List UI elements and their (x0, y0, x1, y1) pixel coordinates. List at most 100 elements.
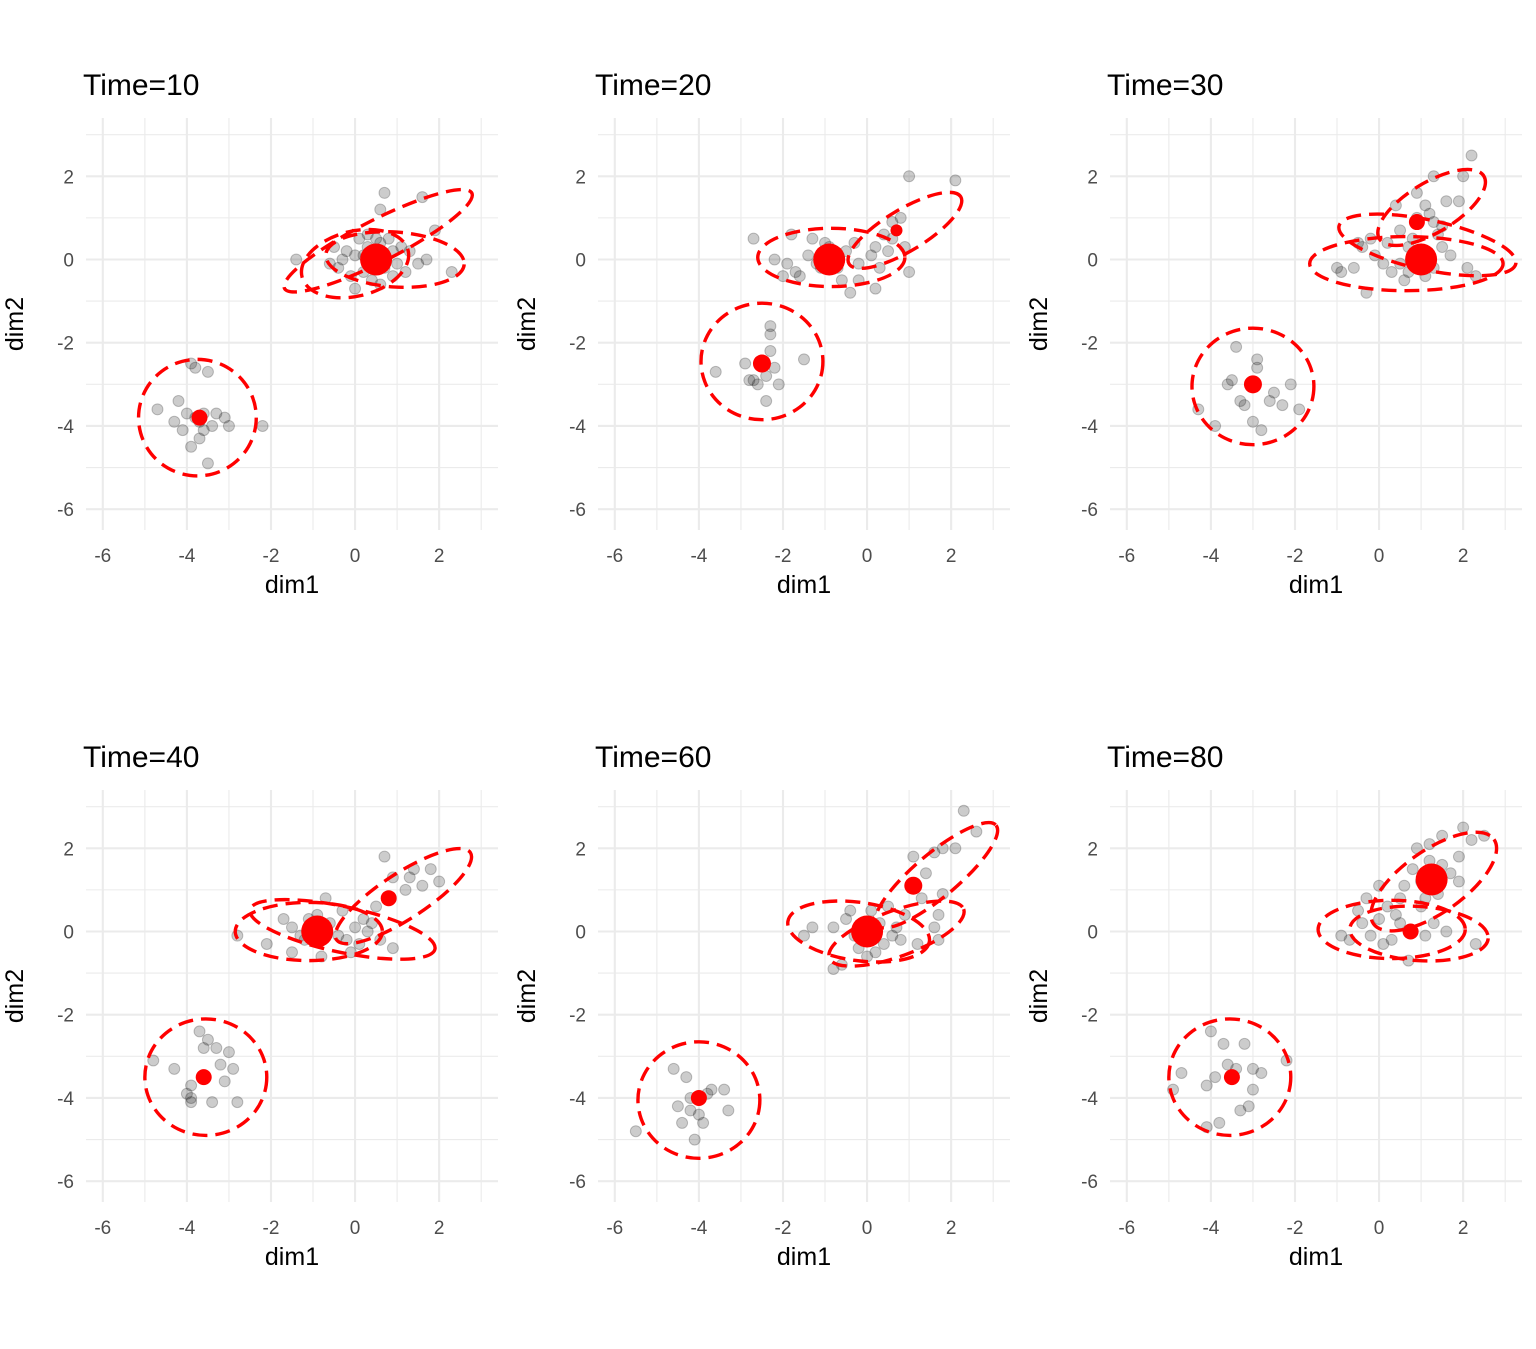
centroid-point (1405, 243, 1438, 276)
data-point (286, 946, 298, 959)
data-point (412, 257, 425, 270)
data-point (197, 424, 210, 437)
y-tick-label: 0 (63, 922, 74, 943)
x-tick-label: -4 (690, 546, 707, 567)
data-point (378, 850, 391, 863)
data-point (206, 419, 219, 432)
x-tick-label: -6 (1118, 1218, 1135, 1239)
data-point (1276, 399, 1289, 412)
dashed-ellipse (136, 357, 258, 478)
y-tick-label: -4 (1081, 417, 1098, 438)
data-point (1452, 875, 1465, 888)
y-tick-label: -4 (569, 1089, 586, 1110)
data-point (781, 257, 794, 270)
data-point (692, 1108, 705, 1121)
x-tick-label: -2 (263, 1218, 280, 1239)
data-point (697, 1116, 710, 1129)
centroid-point (191, 409, 208, 426)
data-point (1385, 933, 1398, 946)
data-point (768, 253, 781, 266)
data-point (1230, 340, 1243, 353)
confidence-ellipses (1167, 830, 1499, 1138)
centroid-point (904, 876, 923, 895)
data-point (210, 407, 223, 420)
data-point (688, 1133, 701, 1146)
data-point (185, 1096, 198, 1109)
data-point (747, 232, 760, 245)
y-tick-label: -6 (57, 500, 74, 521)
data-point (1461, 261, 1474, 274)
dashed-ellipse (846, 190, 964, 271)
data-point (1251, 353, 1264, 366)
panel-time-20: -6 -4 -2 0 2 -6 -4 -2 0 2 Time=20 dim1 dim2 (513, 69, 1010, 599)
data-point (1440, 195, 1453, 208)
data-point (378, 186, 391, 199)
y-tick-label: 0 (575, 922, 586, 943)
data-point (1385, 265, 1398, 278)
data-point (802, 249, 815, 262)
data-point (1200, 1079, 1213, 1092)
data-point (1419, 199, 1432, 212)
x-axis-label: dim1 (777, 571, 831, 599)
data-point (1242, 1100, 1255, 1113)
data-point (1246, 1083, 1259, 1096)
data-point (806, 232, 819, 245)
dashed-ellipse (282, 187, 475, 294)
y-axis-label: dim2 (1025, 969, 1053, 1023)
data-point (684, 1104, 697, 1117)
data-point (806, 921, 819, 934)
dashed-ellipse (1376, 167, 1488, 248)
data-point (361, 925, 374, 938)
y-tick-label: -6 (569, 500, 586, 521)
data-point (1246, 415, 1259, 428)
x-tick-label: 2 (1458, 546, 1469, 567)
x-axis-label: dim1 (265, 571, 319, 599)
data-points (629, 804, 983, 1146)
data-point (1255, 424, 1268, 437)
x-tick-label: -2 (775, 1218, 792, 1239)
y-tick-label: -2 (569, 1006, 586, 1027)
data-point (764, 328, 777, 341)
gridlines (598, 790, 1010, 1202)
y-tick-label: -2 (57, 1006, 74, 1027)
panel-time-60: -6 -4 -2 0 2 -6 -4 -2 0 2 Time=60 dim1 dim2 (513, 741, 1010, 1271)
data-point (903, 170, 916, 183)
y-tick-label: -4 (57, 1089, 74, 1110)
y-tick-label: 2 (1087, 839, 1098, 860)
centroid-point (890, 224, 903, 237)
data-points (709, 170, 962, 407)
data-point (772, 378, 785, 391)
x-tick-label: -4 (690, 1218, 707, 1239)
dashed-ellipse (636, 1040, 762, 1161)
x-tick-label: -4 (178, 1218, 195, 1239)
x-tick-label: -6 (606, 546, 623, 567)
x-tick-label: -2 (1287, 546, 1304, 567)
centroid-point (1223, 1069, 1240, 1086)
data-point (1175, 1066, 1188, 1079)
data-point (231, 1096, 244, 1109)
data-point (290, 253, 303, 266)
x-tick-label: -6 (1118, 546, 1135, 567)
x-tick-label: 0 (1374, 1218, 1385, 1239)
data-point (1394, 224, 1407, 237)
x-tick-label: -6 (606, 1218, 623, 1239)
data-point (718, 1083, 731, 1096)
centroid-point (360, 243, 393, 276)
data-point (751, 378, 764, 391)
y-tick-label: 2 (575, 839, 586, 860)
data-point (370, 900, 383, 913)
data-point (1225, 374, 1238, 387)
y-tick-label: 2 (1087, 167, 1098, 188)
panel-time-10: -6 -4 -2 0 2 -6 -4 -2 0 2 Time=10 dim1 dim2 (1, 69, 498, 599)
data-point (1213, 1116, 1226, 1129)
data-point (869, 946, 882, 959)
data-point (336, 253, 349, 266)
data-point (1221, 378, 1234, 391)
x-tick-label: -2 (775, 546, 792, 567)
data-point (676, 1116, 689, 1129)
centroid-point (690, 1089, 707, 1106)
data-point (629, 1125, 642, 1138)
centroid-point (1408, 214, 1425, 231)
